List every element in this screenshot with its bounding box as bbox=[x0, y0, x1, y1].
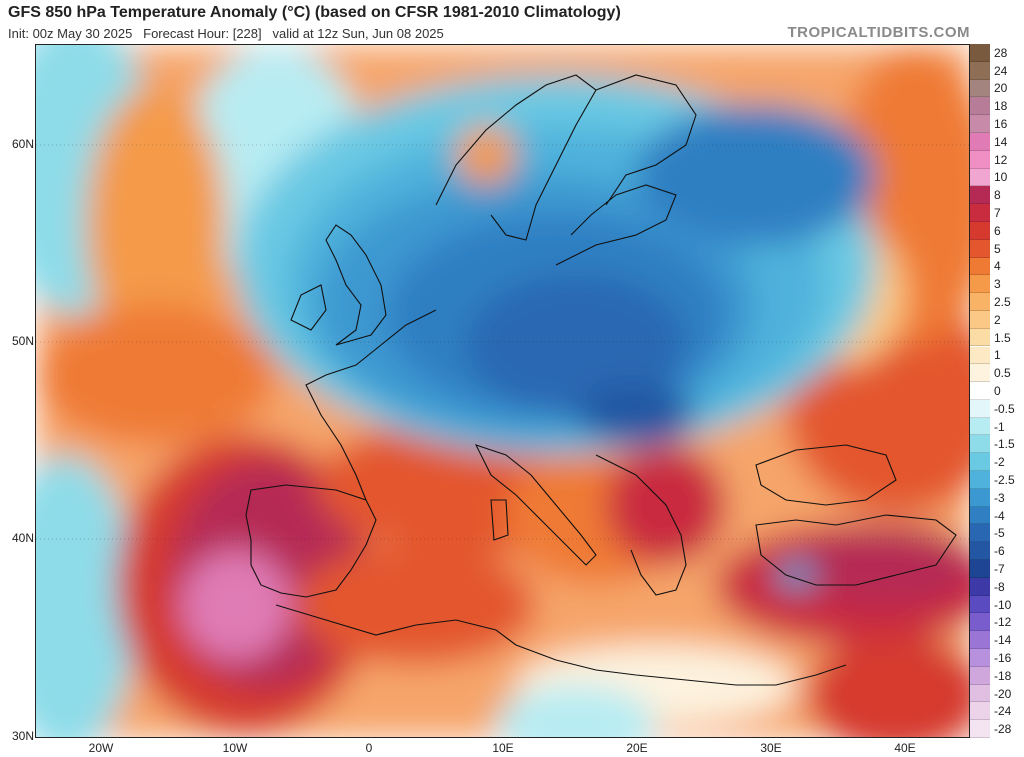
colorbar-legend: 28 24 20 18 16 14 12 10 8 7 6 5 4 3 2.5 2 1.5 1 0.5 0 -0.5 -1… bbox=[970, 44, 1024, 738]
colorbar-swatch bbox=[970, 293, 990, 311]
colorbar-swatch bbox=[970, 310, 990, 329]
colorbar-label: -0.5 bbox=[994, 401, 1015, 416]
colorbar-swatch bbox=[970, 132, 990, 151]
colorbar-swatch bbox=[970, 720, 990, 738]
colorbar-label: 7 bbox=[994, 206, 1001, 221]
colorbar-swatch bbox=[970, 488, 990, 507]
colorbar-label: 16 bbox=[994, 117, 1008, 132]
colorbar-swatch bbox=[970, 453, 990, 472]
colorbar-label: -8 bbox=[994, 579, 1005, 594]
colorbar-label: 1.5 bbox=[994, 330, 1011, 345]
colorbar-swatch bbox=[970, 61, 990, 80]
lon-label-10w: 10W bbox=[222, 741, 248, 755]
lat-label-50n: 50N bbox=[11, 334, 34, 348]
colorbar-label: -5 bbox=[994, 526, 1005, 541]
colorbar-swatch bbox=[970, 275, 990, 294]
lon-label-20e: 20E bbox=[626, 741, 648, 755]
colorbar-swatch bbox=[970, 577, 990, 596]
lat-label-60n: 60N bbox=[11, 137, 34, 151]
lon-label-20w: 20W bbox=[88, 741, 114, 755]
lon-label-40e: 40E bbox=[894, 741, 916, 755]
coastlines bbox=[245, 74, 957, 686]
colorbar-label: 1 bbox=[994, 348, 1001, 363]
colorbar-swatch bbox=[970, 702, 990, 721]
colorbar-label: -12 bbox=[994, 615, 1012, 630]
colorbar-swatch bbox=[970, 560, 990, 578]
colorbar-label: -18 bbox=[994, 668, 1012, 683]
colorbar-swatch bbox=[970, 435, 990, 454]
lat-label-40n: 40N bbox=[11, 531, 34, 545]
chart-title: GFS 850 hPa Temperature Anomaly (°C) (ba… bbox=[8, 4, 621, 21]
colorbar-swatch bbox=[970, 684, 990, 703]
colorbar-label: 4 bbox=[994, 259, 1001, 274]
colorbar-swatch bbox=[970, 115, 990, 133]
map-canvas bbox=[36, 45, 969, 737]
colorbar-swatch bbox=[970, 239, 990, 258]
colorbar-swatch bbox=[970, 542, 990, 561]
colorbar-label: -14 bbox=[994, 633, 1012, 648]
colorbar-label: -3 bbox=[994, 490, 1005, 505]
colorbar-swatch bbox=[970, 346, 990, 365]
colorbar-label: 0 bbox=[994, 384, 1001, 398]
colorbar-swatch bbox=[970, 168, 990, 187]
colorbar-label: -4 bbox=[994, 508, 1005, 523]
colorbar-swatch bbox=[970, 649, 990, 667]
colorbar-label: 10 bbox=[994, 170, 1008, 185]
colorbar-label: -2 bbox=[994, 455, 1005, 470]
colorbar-swatch bbox=[970, 471, 990, 489]
colorbar-swatch bbox=[970, 328, 990, 347]
colorbar-label: 14 bbox=[994, 134, 1008, 149]
colorbar-label: -16 bbox=[994, 650, 1012, 665]
colorbar-label: -28 bbox=[994, 722, 1012, 737]
colorbar-swatch bbox=[970, 595, 990, 614]
colorbar-swatch bbox=[970, 399, 990, 418]
anomaly-map[interactable] bbox=[35, 44, 970, 738]
colorbar-label: 3 bbox=[994, 277, 1001, 292]
lat-label-30n: 30N bbox=[11, 729, 34, 743]
colorbar-label: 8 bbox=[994, 188, 1001, 203]
colorbar-label: 0.5 bbox=[994, 366, 1011, 381]
colorbar-label: 2.5 bbox=[994, 295, 1011, 310]
colorbar-swatch bbox=[970, 221, 990, 240]
colorbar-label: 12 bbox=[994, 152, 1008, 167]
colorbar-label: -6 bbox=[994, 544, 1005, 559]
colorbar-swatch bbox=[970, 186, 990, 205]
colorbar-label: 6 bbox=[994, 223, 1001, 238]
lon-label-0: 0 bbox=[365, 741, 373, 755]
colorbar-swatch bbox=[970, 631, 990, 649]
colorbar-swatch bbox=[970, 666, 990, 685]
colorbar-swatch bbox=[970, 150, 990, 169]
colorbar-label: -7 bbox=[994, 561, 1005, 576]
site-brand[interactable]: TROPICALTIDBITS.COM bbox=[787, 24, 970, 41]
colorbar-swatch bbox=[970, 79, 990, 98]
colorbar-swatch bbox=[970, 524, 990, 543]
colorbar-swatch bbox=[970, 97, 990, 116]
colorbar-label: -2.5 bbox=[994, 472, 1015, 487]
colorbar-swatch bbox=[970, 257, 990, 276]
colorbar-label: 20 bbox=[994, 81, 1008, 96]
colorbar-swatch bbox=[970, 506, 990, 525]
colorbar-label: -20 bbox=[994, 686, 1012, 701]
colorbar-label: 18 bbox=[994, 99, 1008, 114]
colorbar-label: -24 bbox=[994, 704, 1012, 719]
colorbar-label: 24 bbox=[994, 63, 1008, 78]
colorbar-label: 5 bbox=[994, 241, 1001, 256]
colorbar-swatch bbox=[970, 417, 990, 436]
colorbar-swatch bbox=[970, 204, 990, 222]
colorbar-label: -10 bbox=[994, 597, 1012, 612]
lon-label-30e: 30E bbox=[760, 741, 782, 755]
colorbar-swatch bbox=[970, 382, 990, 400]
lon-label-10e: 10E bbox=[492, 741, 514, 755]
colorbar-swatch bbox=[970, 613, 990, 632]
colorbar-label: -1 bbox=[994, 419, 1005, 434]
colorbar-swatch bbox=[970, 364, 990, 383]
anomaly-field bbox=[36, 45, 969, 737]
colorbar-label: 2 bbox=[994, 312, 1001, 327]
init-forecast-info: Init: 00z May 30 2025 Forecast Hour: [22… bbox=[8, 26, 444, 41]
colorbar-swatch bbox=[970, 44, 990, 62]
colorbar-label: 28 bbox=[994, 45, 1008, 60]
colorbar-label: -1.5 bbox=[994, 437, 1015, 452]
